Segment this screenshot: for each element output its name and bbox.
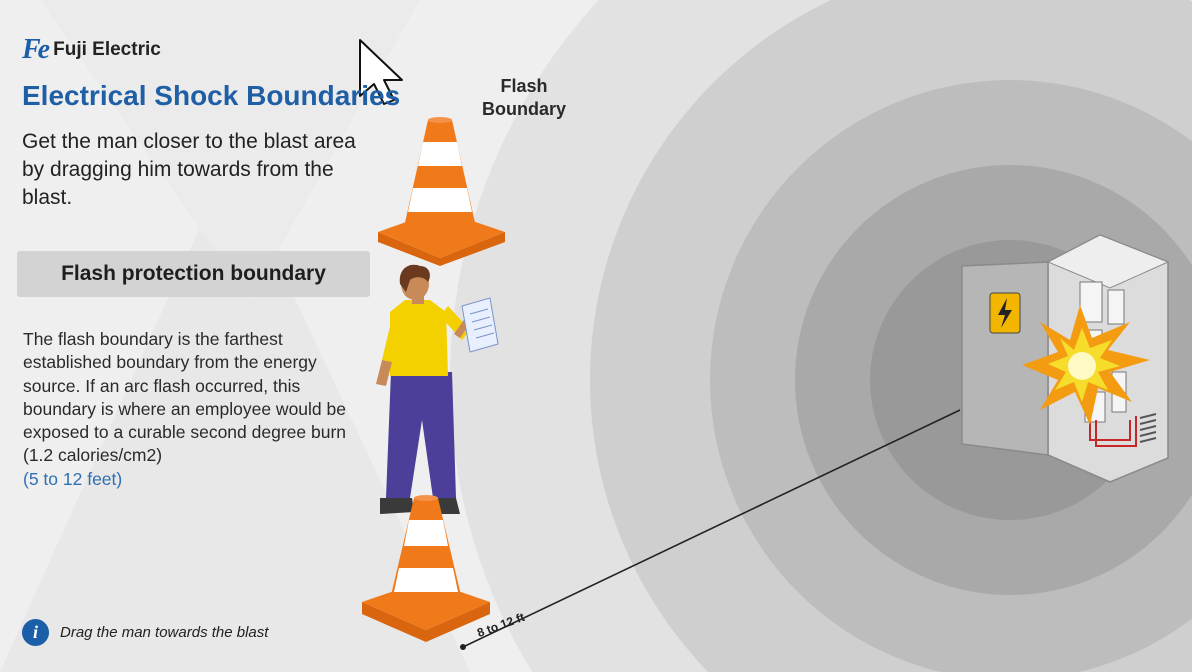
mouse-cursor-icon: [359, 39, 403, 105]
bg-triangle: [0, 160, 470, 672]
info-icon[interactable]: i: [22, 619, 49, 646]
fuji-electric-logo: Fe Fuji Electric: [22, 34, 161, 66]
section-description: The flash boundary is the farthest estab…: [23, 328, 353, 491]
logo-name: Fuji Electric: [53, 39, 161, 60]
distance-line: [462, 409, 961, 648]
logo-mark: Fe: [22, 34, 50, 65]
hint-text: Drag the man towards the blast: [60, 624, 269, 641]
instructions-text: Get the man closer to the blast area by …: [22, 130, 356, 209]
drag-hint: i Drag the man towards the blast: [22, 619, 268, 646]
lightning-icon: [998, 298, 1012, 328]
description-text: The flash boundary is the farthest estab…: [23, 329, 347, 466]
bg-triangle: [40, 0, 420, 300]
draggable-worker-figure: [376, 264, 499, 514]
electrical-panel: [961, 234, 1170, 483]
traffic-cone-lower: [362, 495, 490, 642]
distance-line-endpoint: [460, 644, 466, 650]
section-header: Flash protection boundary: [17, 251, 370, 297]
page-title: Electrical Shock Boundaries: [22, 80, 401, 111]
range-text: (5 to 12 feet): [23, 468, 123, 489]
flash-boundary-label: Flash Boundary: [481, 76, 566, 119]
arc-flash-burst: [1022, 305, 1150, 425]
traffic-cone-upper: [378, 117, 505, 266]
